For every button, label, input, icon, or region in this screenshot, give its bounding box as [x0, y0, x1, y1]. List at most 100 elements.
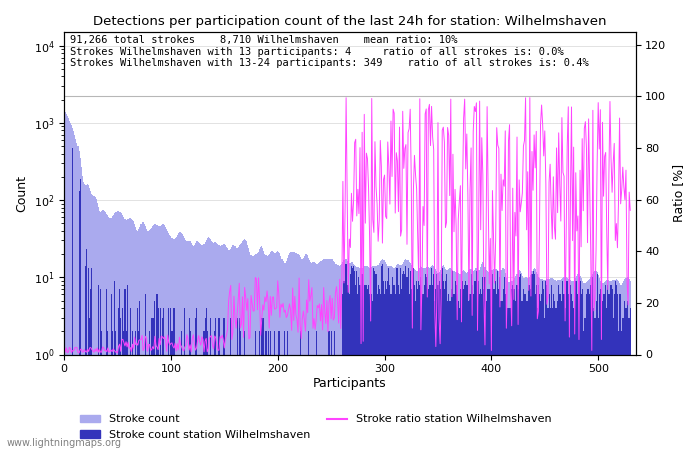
Bar — [242, 355, 243, 450]
Bar — [267, 331, 269, 450]
Y-axis label: Ratio [%]: Ratio [%] — [672, 164, 685, 222]
Bar — [497, 271, 498, 450]
Bar — [393, 268, 395, 450]
Bar — [387, 281, 388, 450]
Bar — [430, 267, 431, 450]
Bar — [230, 249, 231, 450]
Bar — [357, 267, 358, 450]
Bar — [365, 285, 366, 450]
Bar — [293, 252, 294, 450]
Bar — [298, 355, 299, 450]
Bar — [568, 279, 569, 450]
Bar — [214, 331, 215, 450]
Bar — [504, 269, 505, 450]
Bar — [82, 176, 83, 450]
Bar — [626, 277, 628, 450]
Bar — [630, 281, 631, 450]
Bar — [387, 266, 388, 450]
Bar — [475, 268, 476, 450]
Bar — [287, 331, 288, 450]
Bar — [513, 289, 514, 450]
Bar — [628, 318, 629, 450]
Bar — [521, 273, 522, 450]
Bar — [64, 112, 66, 450]
Bar — [618, 331, 619, 450]
Bar — [478, 281, 479, 450]
Bar — [106, 289, 107, 450]
Bar — [364, 266, 365, 450]
Bar — [558, 285, 559, 450]
Line: Stroke ratio station Wilhelmshaven: Stroke ratio station Wilhelmshaven — [65, 98, 630, 353]
Bar — [162, 318, 163, 450]
Bar — [500, 301, 501, 450]
Bar — [181, 331, 182, 450]
Bar — [174, 238, 176, 450]
Bar — [166, 355, 167, 450]
Bar — [431, 269, 432, 450]
Bar — [494, 270, 495, 450]
Bar — [281, 258, 283, 450]
Bar — [445, 281, 446, 450]
Bar — [384, 294, 385, 450]
Bar — [226, 247, 227, 450]
Bar — [617, 280, 618, 450]
Bar — [374, 271, 375, 450]
Bar — [418, 270, 419, 450]
Bar — [460, 274, 461, 450]
Bar — [503, 289, 504, 450]
Bar — [590, 285, 592, 450]
Bar — [279, 331, 281, 450]
Bar — [294, 252, 295, 450]
Bar — [223, 244, 224, 450]
Bar — [111, 216, 113, 450]
Bar — [604, 294, 606, 450]
Bar — [519, 271, 521, 450]
Bar — [550, 308, 551, 450]
Bar — [405, 266, 407, 450]
Bar — [366, 266, 367, 450]
Title: Detections per participation count of the last 24h for station: Wilhelmshaven: Detections per participation count of th… — [93, 15, 607, 28]
Bar — [170, 308, 172, 450]
Bar — [410, 271, 411, 450]
Bar — [496, 269, 497, 450]
Bar — [215, 242, 216, 450]
Bar — [180, 232, 181, 450]
Bar — [386, 289, 387, 450]
Bar — [204, 242, 206, 450]
Bar — [239, 318, 240, 450]
Bar — [565, 308, 566, 450]
Bar — [197, 241, 198, 450]
Bar — [585, 283, 586, 450]
Bar — [504, 277, 505, 450]
Bar — [148, 231, 149, 450]
Bar — [601, 318, 602, 450]
Bar — [70, 123, 71, 450]
Bar — [433, 266, 434, 450]
Bar — [628, 277, 629, 450]
Bar — [615, 280, 616, 450]
Bar — [512, 285, 513, 450]
Bar — [262, 318, 263, 450]
Bar — [550, 279, 551, 450]
Bar — [208, 237, 209, 450]
Bar — [232, 245, 233, 450]
Bar — [152, 318, 153, 450]
Bar — [415, 301, 416, 450]
Bar — [533, 268, 535, 450]
Bar — [512, 280, 513, 450]
Bar — [414, 269, 415, 450]
Bar — [475, 281, 476, 450]
Bar — [72, 148, 74, 450]
Bar — [212, 242, 213, 450]
Bar — [132, 220, 133, 450]
Bar — [263, 318, 265, 450]
Bar — [344, 264, 346, 450]
Bar — [269, 254, 270, 450]
Bar — [74, 135, 76, 450]
Bar — [262, 248, 263, 450]
Bar — [210, 239, 211, 450]
Bar — [231, 247, 232, 450]
Bar — [88, 269, 89, 450]
Bar — [509, 308, 510, 450]
Bar — [229, 250, 230, 450]
